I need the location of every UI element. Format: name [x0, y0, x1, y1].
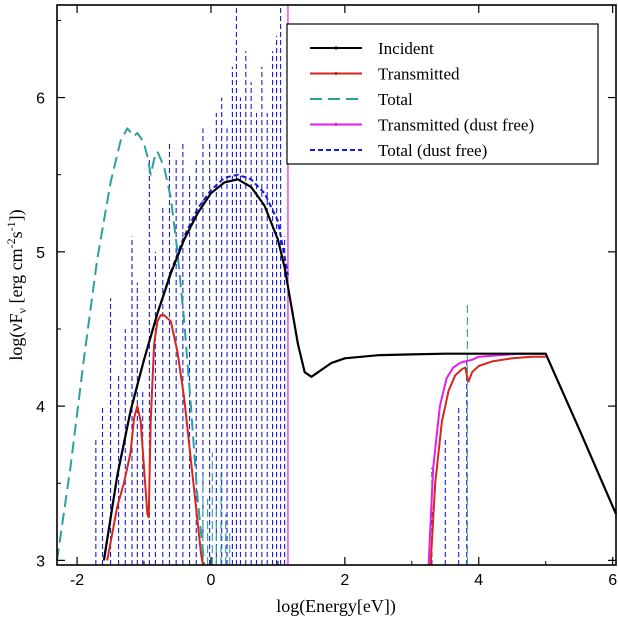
- plot-frame: [56, 4, 617, 566]
- legend-label-2: Total: [378, 90, 413, 109]
- ticks-layer: -2 0 2 4 6 3 4 5 6: [36, 5, 617, 589]
- y-tick-label-2: 5: [36, 245, 45, 262]
- legend-marker-3: [334, 122, 338, 127]
- legend-items: Incident Transmitted Total Transmitted (dus…: [310, 39, 534, 160]
- y-tick-label-3: 6: [36, 91, 45, 108]
- series-layer: [56, 127, 618, 566]
- legend-label-0: Incident: [378, 39, 434, 58]
- legend-marker-1: [334, 71, 338, 76]
- legend: Incident Transmitted Total Transmitted (dus…: [286, 23, 599, 165]
- x-axis-label: log(Energy[eV]): [276, 596, 396, 617]
- series-line-2: [429, 355, 546, 566]
- x-tick-label-0: -2: [70, 572, 84, 589]
- x-tick-label-2: 2: [340, 572, 349, 589]
- legend-label-3: Transmitted (dust free): [378, 116, 534, 135]
- legend-marker-0: [334, 46, 338, 50]
- series-line-0: [102, 178, 618, 561]
- y-axis-label: log(νFν [erg cm-2s-1]): [4, 209, 29, 360]
- x-tick-label-3: 4: [474, 572, 483, 589]
- x-tick-label-1: 0: [207, 572, 216, 589]
- legend-label-4: Total (dust free): [378, 141, 487, 160]
- y-tick-label-1: 4: [36, 399, 45, 416]
- series-line-1: [106, 314, 204, 566]
- legend-label-1: Transmitted: [378, 65, 460, 84]
- series-line-4: [427, 352, 546, 566]
- x-tick-label-4: 6: [608, 572, 617, 589]
- y-tick-label-0: 3: [36, 553, 45, 570]
- series-line-3: [56, 127, 206, 566]
